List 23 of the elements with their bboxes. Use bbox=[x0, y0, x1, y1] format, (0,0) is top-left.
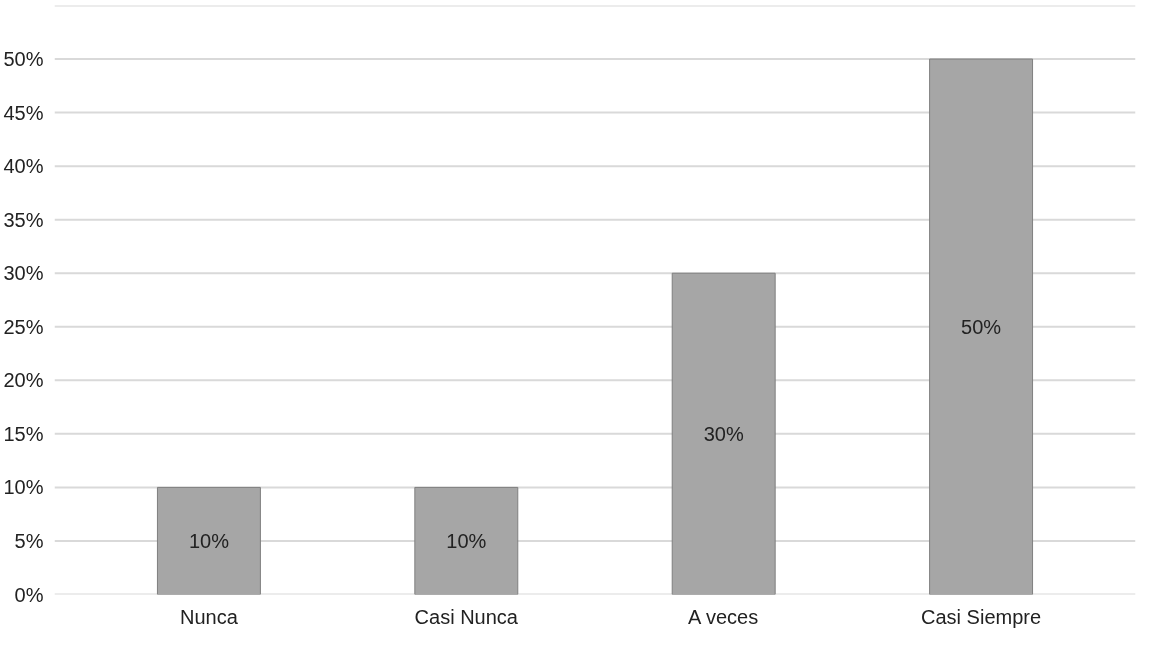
y-tick-label: 40% bbox=[3, 155, 44, 178]
y-tick-label: 30% bbox=[3, 262, 44, 285]
x-tick-label: Casi Nunca bbox=[414, 605, 519, 628]
y-tick-label: 10% bbox=[3, 476, 44, 499]
data-label: 10% bbox=[188, 529, 230, 552]
bar bbox=[156, 486, 261, 595]
x-tick-label: A veces bbox=[688, 605, 759, 628]
x-tick-label: Nunca bbox=[180, 605, 239, 628]
bar bbox=[929, 58, 1034, 595]
y-tick-label: 0% bbox=[14, 583, 44, 606]
y-tick-label: 35% bbox=[3, 208, 44, 231]
y-tick-label: 15% bbox=[3, 422, 44, 445]
data-label: 30% bbox=[703, 422, 744, 445]
y-tick-label: 20% bbox=[3, 369, 44, 392]
y-tick-label: 5% bbox=[14, 529, 44, 552]
bar bbox=[671, 272, 776, 595]
y-tick-label: 25% bbox=[3, 315, 44, 338]
data-label: 50% bbox=[961, 315, 1002, 338]
x-tick-label: Casi Siempre bbox=[921, 605, 1042, 628]
data-label: 10% bbox=[446, 529, 487, 552]
bar bbox=[414, 486, 519, 595]
y-tick-label: 50% bbox=[3, 48, 44, 71]
y-tick-label: 45% bbox=[3, 101, 44, 124]
